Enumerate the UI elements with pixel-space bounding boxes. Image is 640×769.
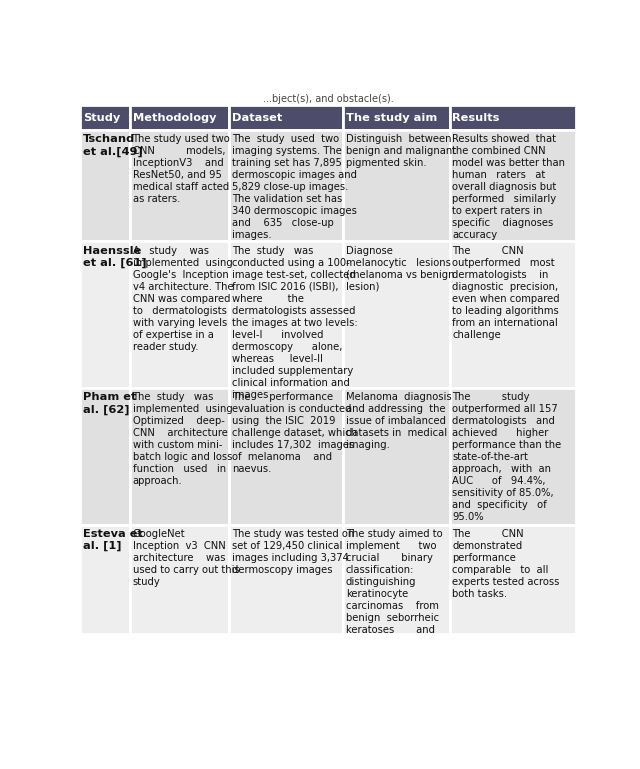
Bar [449, 241, 576, 388]
Text: The      performance
evaluation is conducted
using  the ISIC  2019
challenge dat: The performance evaluation is conducted … [232, 392, 357, 474]
Text: The  study   was
conducted using a 100-
image test-set, collected
from ISIC 2016: The study was conducted using a 100- ima… [232, 245, 357, 400]
Bar [449, 388, 576, 524]
Bar [80, 388, 129, 524]
Bar [343, 524, 449, 634]
Bar [449, 130, 576, 241]
Bar [229, 241, 343, 388]
Text: Distinguish  between
benign and malignant
pigmented skin.: Distinguish between benign and malignant… [346, 135, 456, 168]
Text: The          CNN
outperformed   most
dermatologists    in
diagnostic  precision,: The CNN outperformed most dermatologists… [452, 245, 560, 340]
Text: Dataset: Dataset [232, 113, 282, 123]
Text: Diagnose
melanocytic   lesions
(melanoma vs benign
lesion): Diagnose melanocytic lesions (melanoma v… [346, 245, 454, 291]
Bar [80, 524, 129, 634]
Text: The study aimed to
implement      two
crucial       binary
classification:
disti: The study aimed to implement two crucial… [346, 528, 442, 634]
Text: Methodology: Methodology [132, 113, 216, 123]
Text: The study used two
CNN          models,
InceptionV3    and
ResNet50, and 95
medi: The study used two CNN models, Inception… [132, 135, 230, 205]
Bar [343, 105, 449, 130]
Bar [343, 130, 449, 241]
Bar [129, 388, 229, 524]
Bar [129, 105, 229, 130]
Text: Results: Results [452, 113, 500, 123]
Bar [229, 130, 343, 241]
Bar [229, 524, 343, 634]
Text: A   study    was
implemented  using
Google's  Inception
v4 architecture. The
CNN: A study was implemented using Google's I… [132, 245, 233, 351]
Text: Study: Study [83, 113, 120, 123]
Bar [343, 388, 449, 524]
Bar [229, 388, 343, 524]
Text: Tschand
et al.[49]: Tschand et al.[49] [83, 135, 143, 157]
Text: The          CNN
demonstrated
performance
comparable   to  all
experts tested ac: The CNN demonstrated performance compara… [452, 528, 560, 599]
Bar [449, 105, 576, 130]
Text: The          study
outperformed all 157
dermatologists   and
achieved      highe: The study outperformed all 157 dermatolo… [452, 392, 562, 522]
Text: The  study  used  two
imaging systems. The
training set has 7,895
dermoscopic im: The study used two imaging systems. The … [232, 135, 356, 241]
Text: Pham et
al. [62]: Pham et al. [62] [83, 392, 136, 414]
Bar [129, 524, 229, 634]
Text: Haenssle
et al. [61]: Haenssle et al. [61] [83, 245, 147, 268]
Text: ...bject(s), and obstacle(s).: ...bject(s), and obstacle(s). [262, 94, 394, 104]
Text: The study was tested on
set of 129,450 clinical
images including 3,374
dermoscop: The study was tested on set of 129,450 c… [232, 528, 354, 574]
Text: The  study   was
implemented  using
Optimized    deep-
CNN    architecture
with : The study was implemented using Optimize… [132, 392, 232, 487]
Bar [129, 130, 229, 241]
Text: GoogleNet
Inception  v3  CNN
architecture    was
used to carry out this
study: GoogleNet Inception v3 CNN architecture … [132, 528, 239, 587]
Bar [129, 241, 229, 388]
Text: The study aim: The study aim [346, 113, 437, 123]
Text: Melanoma  diagnosis
and addressing  the
issue of imbalanced
datasets in  medical: Melanoma diagnosis and addressing the is… [346, 392, 451, 451]
Bar [449, 524, 576, 634]
Bar [80, 130, 129, 241]
Text: Esteva et
al. [1]: Esteva et al. [1] [83, 528, 143, 551]
Bar [229, 105, 343, 130]
Text: Results showed  that
the combined CNN
model was better than
human   raters   at
: Results showed that the combined CNN mod… [452, 135, 566, 241]
Bar [80, 105, 129, 130]
Bar [80, 241, 129, 388]
Bar [343, 241, 449, 388]
